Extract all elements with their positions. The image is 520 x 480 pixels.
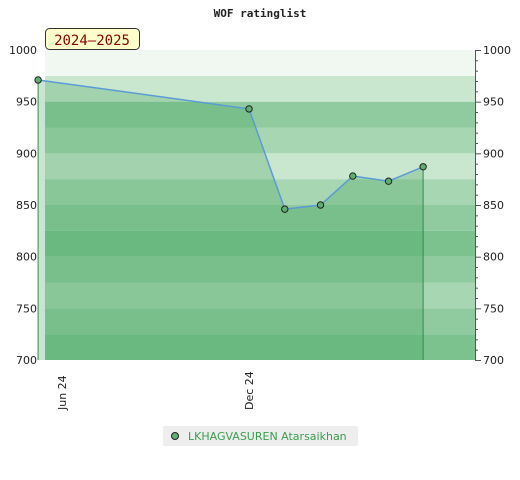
left-axis-tick-label: 800: [16, 251, 37, 264]
series-area-fill: [38, 79, 424, 360]
data-point: [419, 163, 427, 171]
background-band: [45, 205, 475, 231]
left-axis-tick-label: 950: [16, 96, 37, 109]
data-point: [316, 201, 325, 209]
legend-box: [163, 426, 358, 446]
right-axis-tick-label: 750: [483, 302, 504, 315]
right-axis-tick-label: 950: [483, 96, 504, 109]
left-axis-tick-label: 900: [16, 147, 37, 160]
background-band: [45, 256, 475, 283]
background-band: [45, 75, 475, 102]
background-band: [45, 308, 475, 335]
background-band: [45, 230, 475, 257]
right-axis-tick-label: 1000: [483, 44, 511, 57]
data-point: [245, 105, 253, 113]
season-badge-box: [45, 28, 140, 50]
left-axis-tick-label: 1000: [9, 44, 37, 57]
left-axis-tick-label: 750: [16, 302, 37, 315]
right-axis-tick-label: 700: [483, 354, 504, 367]
background-band: [45, 334, 475, 360]
y-axes: 700 700 750 750 800 800 850 850 900 900 950 950 1000…: [9, 44, 511, 367]
left-axis-tick-label: 850: [16, 199, 37, 212]
data-point: [281, 205, 289, 213]
right-axis-tick-label: 800: [483, 251, 504, 264]
data-point: [384, 177, 393, 185]
background-band: [45, 101, 475, 128]
right-axis-tick-label: 900: [483, 147, 504, 160]
data-points: [34, 76, 427, 213]
legend-marker: [171, 432, 179, 440]
x-axis-tick-label: Jun 24: [56, 375, 69, 411]
legend: LKHAGVASUREN Atarsaikhan: [163, 426, 358, 446]
x-axis: Jun 24 Dec 24: [56, 371, 256, 411]
data-point: [34, 76, 42, 84]
chart-title: WOF ratinglist: [214, 7, 307, 20]
season-badge: 2024–2025: [45, 28, 140, 50]
season-badge-label: 2024–2025: [54, 33, 130, 49]
background-bands: [45, 50, 475, 360]
data-point: [349, 172, 357, 180]
x-axis-tick-label: Dec 24: [243, 371, 256, 410]
right-axis-tick-label: 850: [483, 199, 504, 212]
legend-label: LKHAGVASUREN Atarsaikhan: [188, 430, 347, 443]
background-band: [45, 282, 475, 309]
left-axis-tick-label: 700: [16, 354, 37, 367]
background-band: [45, 179, 475, 205]
background-band: [45, 50, 475, 76]
